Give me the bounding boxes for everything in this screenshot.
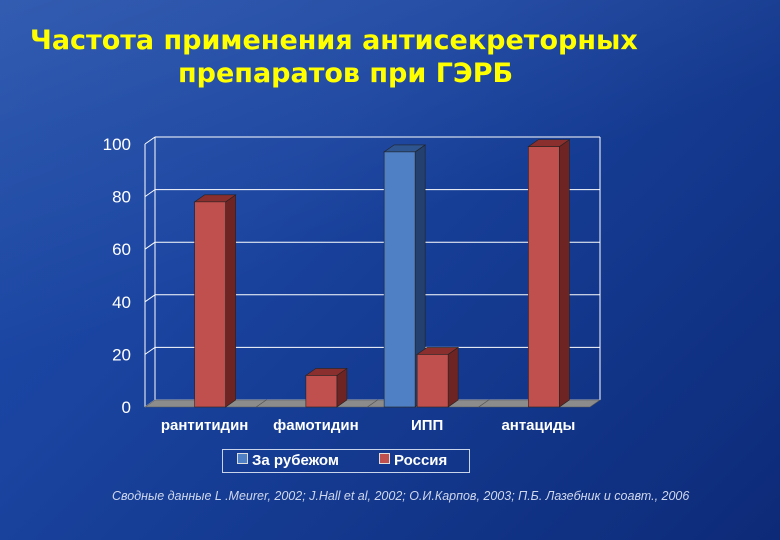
y-axis-ticks: 0 20 40 60 80 100 — [103, 135, 131, 417]
bar-russia — [193, 194, 237, 408]
y-tick-label: 0 — [122, 398, 131, 417]
x-tick-label: ИПП — [411, 417, 443, 434]
legend-item-russia: Россия — [379, 452, 447, 469]
chart-legend: За рубежом Россия — [222, 449, 470, 473]
legend-swatch-abroad — [237, 453, 248, 464]
legend-swatch-russia — [379, 453, 390, 464]
chart-bars — [193, 139, 571, 408]
gridline-left — [144, 346, 156, 355]
bar-russia — [304, 367, 348, 408]
gridline-left — [144, 136, 156, 145]
source-note: Сводные данные L .Meurer, 2002; J.Hall e… — [112, 489, 690, 503]
legend-item-abroad: За рубежом — [237, 452, 339, 469]
y-tick-label: 100 — [103, 135, 131, 154]
bar-russia — [416, 346, 460, 408]
x-axis-ticks: рантитидин фамотидин ИПП антациды — [161, 417, 575, 434]
y-tick-label: 80 — [112, 188, 131, 207]
gridline-left — [144, 241, 156, 250]
x-tick-label: рантитидин — [161, 417, 249, 434]
legend-label-abroad: За рубежом — [252, 452, 339, 469]
gridline-left — [144, 189, 156, 198]
x-tick-label: фамотидин — [273, 417, 359, 434]
gridline-left — [144, 294, 156, 303]
y-tick-label: 20 — [112, 345, 131, 364]
page-title: Частота применения антисекреторных препа… — [30, 24, 730, 90]
title-line-1: Частота применения антисекреторных — [30, 25, 638, 56]
x-tick-label: антациды — [501, 417, 575, 434]
y-tick-label: 40 — [112, 293, 131, 312]
legend-label-russia: Россия — [394, 452, 448, 469]
bar-russia — [527, 139, 571, 408]
bar-abroad — [383, 144, 427, 408]
title-line-2: препаратов при ГЭРБ — [178, 58, 514, 89]
y-tick-label: 60 — [112, 240, 131, 259]
